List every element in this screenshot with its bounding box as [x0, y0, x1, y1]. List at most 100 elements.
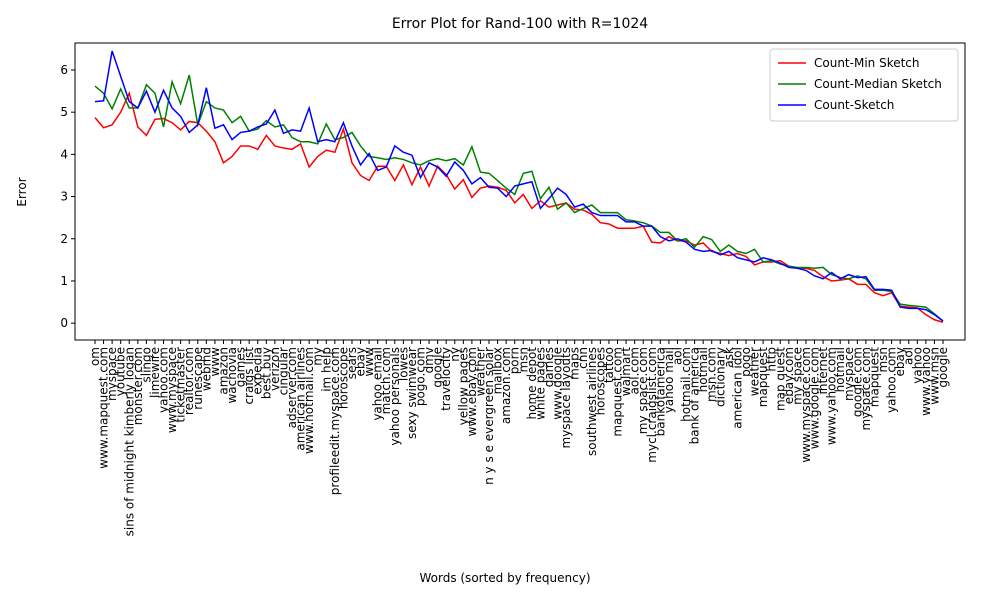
x-axis-label: Words (sorted by frequency) [419, 571, 590, 585]
x-tick-label: www.hotmail.com [302, 347, 316, 454]
x-tick-label: yellow pages [456, 347, 470, 425]
x-tick-label: ny [448, 347, 462, 362]
x-tick-label: youtube [114, 347, 128, 396]
x-tick-label: yahoo personals [388, 347, 402, 446]
legend-label: Count-Median Sketch [814, 77, 942, 91]
y-tick-label: 0 [60, 316, 68, 330]
x-tick-label: myspace.com [859, 347, 873, 430]
x-tick-label: american idol [730, 347, 744, 429]
x-tick-label: mapquest [867, 347, 881, 408]
x-tick-label: google.com [850, 347, 864, 417]
x-tick-label: pogo [739, 347, 753, 377]
x-tick-label: dmv [422, 347, 436, 373]
x-tick-label: lowes [396, 347, 410, 381]
x-tick-label: ticketmaster [174, 347, 188, 423]
x-tick-label: myspace [842, 347, 856, 401]
x-tick-label: pogo.com [413, 347, 427, 406]
x-tick-label: msn [516, 347, 530, 373]
chart-title: Error Plot for Rand-100 with R=1024 [392, 16, 648, 32]
x-tick-label: aol.com [628, 347, 642, 394]
x-tick-label: sins of midnight kimberly logan [122, 347, 136, 536]
y-axis-label: Error [15, 177, 29, 206]
x-tick-label: my [311, 347, 325, 366]
x-tick-label: cnn [576, 347, 590, 369]
y-tick-label: 4 [60, 147, 68, 161]
x-tick-label: bank of america [688, 347, 702, 444]
x-tick-label: tattoo [602, 347, 616, 383]
y-tick-label: 3 [60, 190, 68, 204]
x-tick-label: www [362, 347, 376, 377]
x-tick-label: realtor.com [182, 347, 196, 415]
x-tick-label: mapquest [756, 347, 770, 408]
x-tick-label: match.com [379, 347, 393, 414]
x-tick-label: www.google [551, 347, 565, 420]
x-tick-label: www.yahoo.com [825, 347, 839, 445]
x-tick-label: aol [902, 347, 916, 365]
series-line [94, 90, 944, 324]
x-tick-label: limewire [148, 347, 162, 398]
x-tick-label: www.yahoo [919, 347, 933, 416]
x-tick-label: hotmail.com [679, 347, 693, 422]
x-tick-label: www.myspace [165, 347, 179, 433]
x-tick-label: home depot [525, 347, 539, 420]
x-tick-label: expedia [251, 347, 265, 395]
x-tick-label: ask [722, 347, 736, 368]
x-tick-label: im help [319, 347, 333, 392]
x-tick-label: om [88, 347, 102, 366]
legend-box [769, 48, 959, 122]
x-tick-label: yahoo mail [662, 347, 676, 413]
x-tick-label: southwest airlines [585, 347, 599, 456]
x-tick-label: amazon.com [499, 347, 513, 424]
x-tick-label: monster.com [131, 347, 145, 425]
x-tick-label: google [936, 347, 950, 388]
x-tick-label: http [765, 347, 779, 372]
x-tick-label: adserver.com [285, 347, 299, 428]
x-tick-label: maps [568, 347, 582, 380]
x-tick-label: www.ebay.com [465, 347, 479, 436]
x-tick-label: american airlines [294, 347, 308, 451]
x-tick-label: yahoo.com [157, 347, 171, 413]
x-tick-label: internet [816, 347, 830, 395]
x-tick-label: msn.com [705, 347, 719, 402]
x-tick-label: www [208, 347, 222, 377]
x-tick-label: myspace [105, 347, 119, 401]
x-tick-label: www.myspace.com [799, 347, 813, 463]
series-line [94, 50, 944, 322]
x-tick-label: aol [670, 347, 684, 365]
x-tick-label: ebay [354, 347, 368, 376]
x-tick-label: ebay [893, 347, 907, 376]
x-tick-label: best buy [259, 347, 273, 399]
x-tick-label: google [431, 347, 445, 388]
x-tick-label: hotmail [833, 347, 847, 392]
x-tick-label: craigs list [242, 347, 256, 405]
legend-label: Count-Sketch [814, 98, 894, 112]
x-tick-label: wachovia [225, 347, 239, 404]
x-tick-label: verizon [268, 347, 282, 391]
x-tick-label: bankofamerica [653, 347, 667, 436]
x-tick-label: msn [876, 347, 890, 373]
x-tick-label: porn [508, 347, 522, 374]
x-tick-label: weather [473, 347, 487, 396]
y-tick-label: 5 [60, 105, 68, 119]
x-tick-label: runescape [191, 347, 205, 410]
x-tick-label: slingo [139, 347, 153, 382]
x-tick-label: yahoo.com [885, 347, 899, 413]
x-tick-label: games [234, 347, 248, 387]
x-tick-label: mycl.craigslist.com [645, 347, 659, 463]
x-tick-label: walmart [619, 347, 633, 396]
x-tick-label: weather [748, 347, 762, 396]
series-line [94, 74, 944, 322]
legend-label: Count-Min Sketch [814, 56, 920, 70]
x-tick-label: my space [790, 347, 804, 405]
x-tick-label: mailbox [491, 347, 505, 394]
x-tick-label: dictionary [713, 347, 727, 407]
x-tick-label: webmd [199, 347, 213, 391]
x-tick-label: travelocity [439, 347, 453, 411]
x-tick-label: sears [345, 347, 359, 379]
y-tick-label: 6 [60, 63, 68, 77]
x-tick-label: games [542, 347, 556, 387]
x-tick-label: www.google.com [808, 347, 822, 449]
x-tick-label: amazon [216, 347, 230, 395]
y-tick-label: 1 [60, 274, 68, 288]
